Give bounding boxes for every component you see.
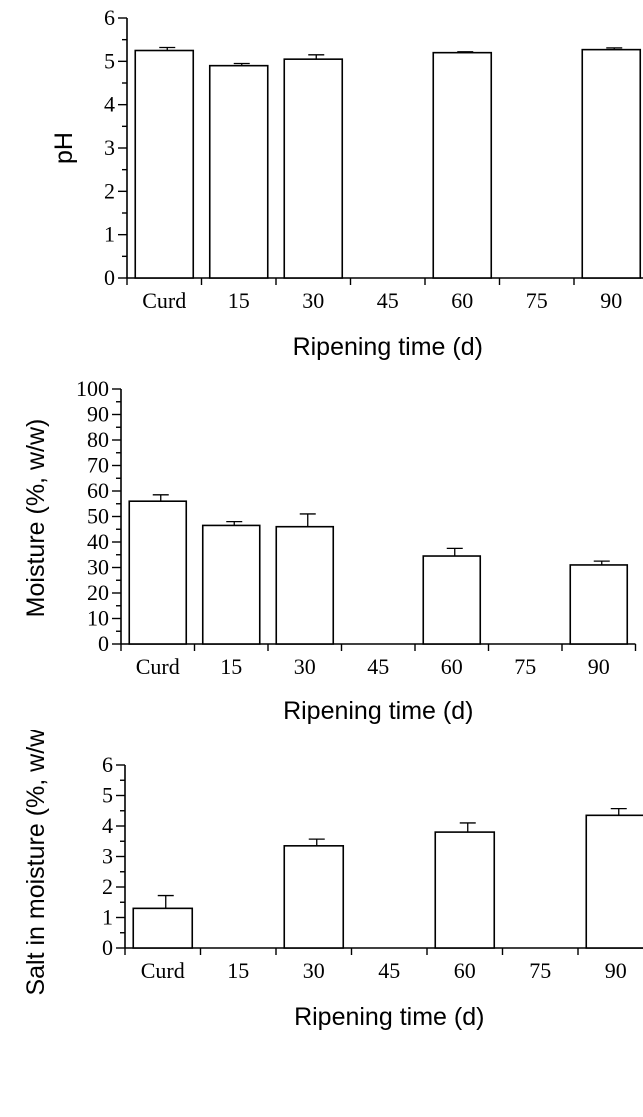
y-tick-label: 0 [102,935,113,960]
x-tick-label: 30 [294,654,316,679]
y-tick-label: 4 [102,813,113,838]
error-bar [299,513,316,527]
x-tick-label: 15 [220,654,242,679]
x-tick-label: 60 [451,288,473,313]
error-bar [457,51,474,53]
error-bar [233,62,250,66]
y-tick-label: 2 [104,178,115,203]
y-axis-title: pH [50,132,78,164]
bar [434,831,496,949]
y-tick-label: 1 [104,222,115,247]
x-tick-label: 45 [377,288,399,313]
error-bar [606,47,623,50]
error-bar [159,46,176,51]
x-tick-label: 15 [227,958,249,983]
error-bar [459,822,476,833]
error-bar [308,838,325,846]
x-tick-label: Curd [141,958,185,983]
x-axis-title: Ripening time (d) [283,697,473,725]
y-tick-label: 60 [87,478,109,503]
bar [128,500,188,645]
x-tick-label: 90 [600,288,622,313]
y-tick-label: 90 [87,402,109,427]
x-tick-label: 90 [588,654,610,679]
bar [581,48,642,279]
error-bar [157,894,174,909]
x-tick-label: 30 [302,288,324,313]
error-bar [308,54,325,60]
y-tick-label: 0 [98,631,109,656]
x-tick-label: 75 [526,288,548,313]
bar [283,845,345,949]
bar [585,814,643,949]
y-tick-label: 2 [102,874,113,899]
y-tick-label: 20 [87,580,109,605]
y-tick-label: 3 [102,844,113,869]
y-axis-title: Salt in moisture (%, w/w) [22,730,50,996]
x-axis-title: Ripening time (d) [294,1003,484,1031]
x-tick-label: 75 [514,654,536,679]
y-tick-label: 6 [102,752,113,777]
y-tick-label: 10 [87,606,109,631]
x-tick-label: 30 [303,958,325,983]
x-tick-label: 75 [529,958,551,983]
x-tick-label: 15 [228,288,250,313]
x-tick-label: Curd [136,654,180,679]
error-bar [446,547,463,557]
y-tick-label: 100 [76,376,109,401]
x-tick-label: 60 [454,958,476,983]
y-tick-label: 5 [104,48,115,73]
bar [432,51,493,279]
y-tick-label: 30 [87,555,109,580]
x-tick-label: 60 [441,654,463,679]
x-tick-label: Curd [142,288,186,313]
y-tick-label: 3 [104,135,115,160]
y-tick-label: 1 [102,905,113,930]
x-axis-title: Ripening time (d) [293,333,483,361]
error-bar [593,560,610,565]
y-axis-title: Moisture (%, w/w) [22,419,50,618]
bar [134,49,195,279]
x-tick-label: 45 [378,958,400,983]
y-tick-label: 50 [87,504,109,529]
x-tick-label: 45 [367,654,389,679]
error-bar [152,494,169,502]
y-tick-label: 4 [104,92,115,117]
bar [132,907,194,949]
y-tick-label: 80 [87,427,109,452]
bar [208,64,269,279]
bar [275,525,335,645]
bar [422,555,482,645]
y-tick-label: 0 [104,265,115,290]
y-tick-label: 70 [87,453,109,478]
error-bar [226,520,243,526]
error-bar [610,807,627,816]
y-tick-label: 40 [87,529,109,554]
y-tick-label: 5 [102,783,113,808]
x-tick-label: 90 [605,958,627,983]
bar [569,564,629,645]
bar [283,58,344,279]
y-tick-label: 6 [104,5,115,30]
bar [201,524,261,645]
